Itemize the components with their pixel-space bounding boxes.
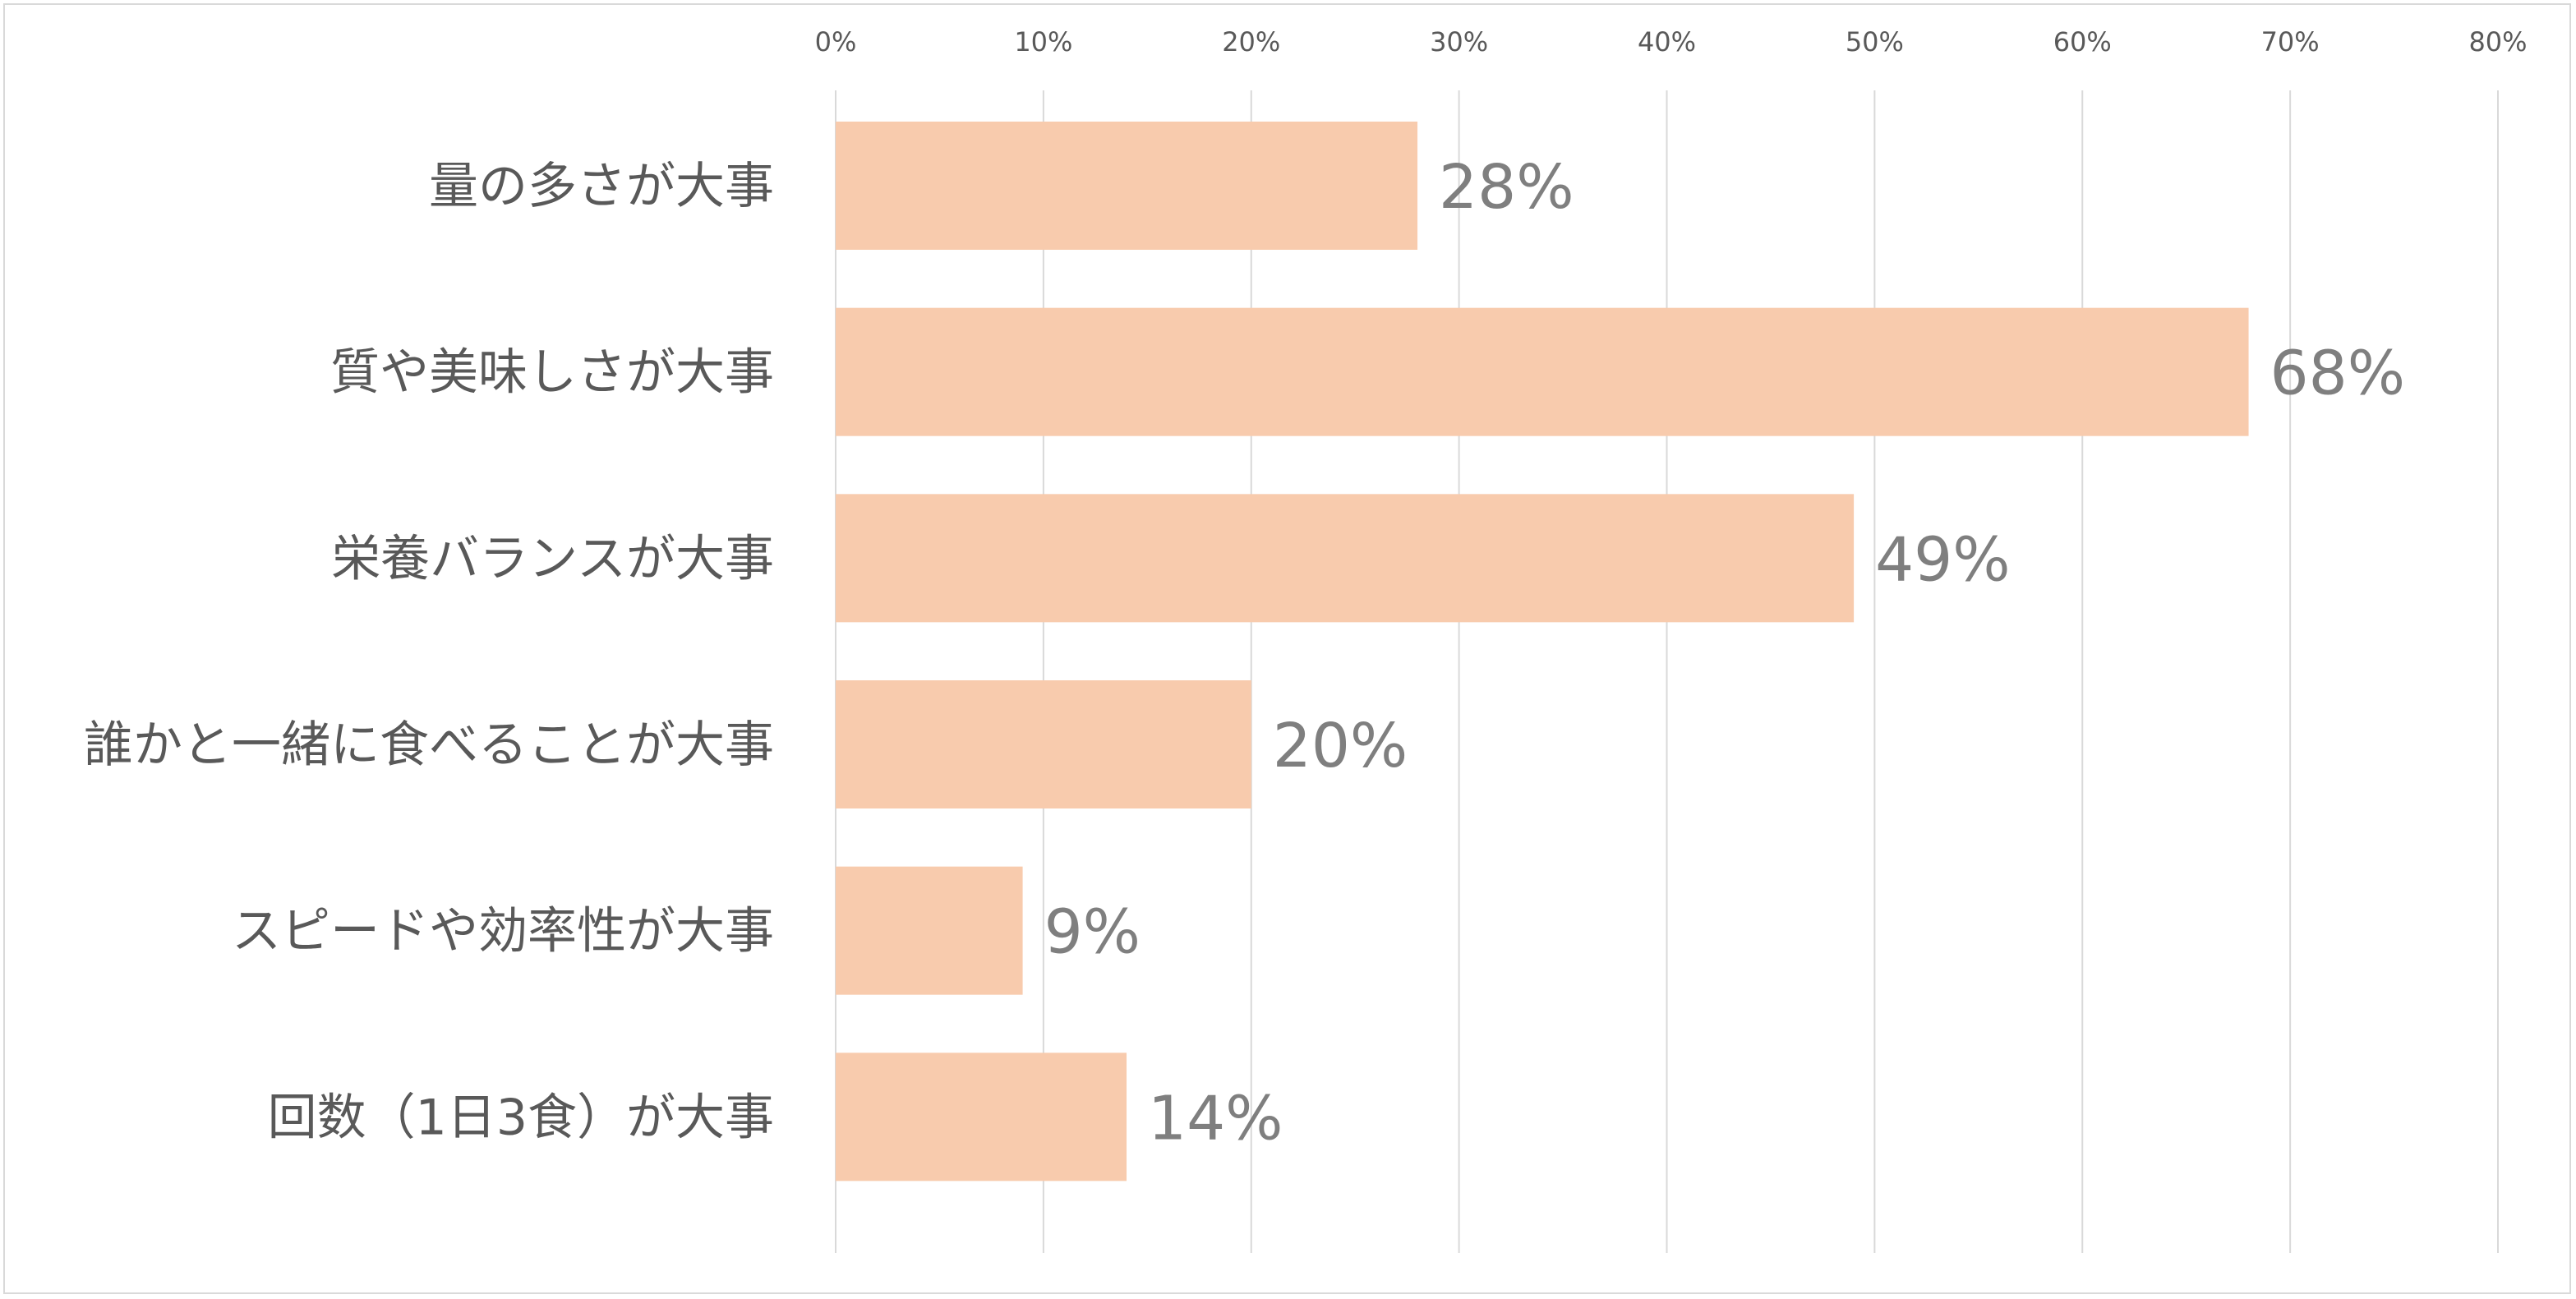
bar [836,307,2249,436]
x-tick-label: 70% [2261,26,2320,58]
data-label: 28% [1439,152,1574,223]
category-labels: 量の多さが大事質や美味しさが大事栄養バランスが大事誰かと一緒に食べることが大事ス… [84,158,774,1146]
x-tick-label: 40% [1638,26,1696,58]
data-label: 20% [1273,711,1408,781]
category-label: 栄養バランスが大事 [331,530,774,587]
bar [836,1053,1127,1182]
bar [836,494,1855,623]
category-label: 誰かと一緒に食べることが大事 [84,716,774,774]
category-label: 質や美味しさが大事 [330,344,774,402]
x-axis-ticks: 0% 10% 20% 30% 40% 50% 60% 70% 80% [815,26,2528,58]
bars [836,122,2249,1182]
data-label: 68% [2270,339,2405,409]
x-tick-label: 50% [1846,26,1904,58]
bar [836,122,1418,250]
data-label: 9% [1044,897,1141,968]
data-label: 49% [1875,524,2010,595]
x-tick-label: 60% [2053,26,2112,58]
category-label: スピードや効率性が大事 [232,903,774,960]
bar [836,680,1251,808]
x-tick-label: 0% [815,26,857,58]
x-tick-label: 30% [1430,26,1488,58]
x-tick-label: 80% [2468,26,2527,58]
x-tick-label: 20% [1222,26,1280,58]
data-label: 14% [1148,1083,1283,1154]
category-label: 量の多さが大事 [429,158,774,215]
data-labels: 28% 68% 49% 20% 9% 14% [1044,152,2405,1154]
category-label: 回数（1日3食）が大事 [268,1089,774,1146]
bar [836,866,1023,995]
x-tick-label: 10% [1014,26,1072,58]
